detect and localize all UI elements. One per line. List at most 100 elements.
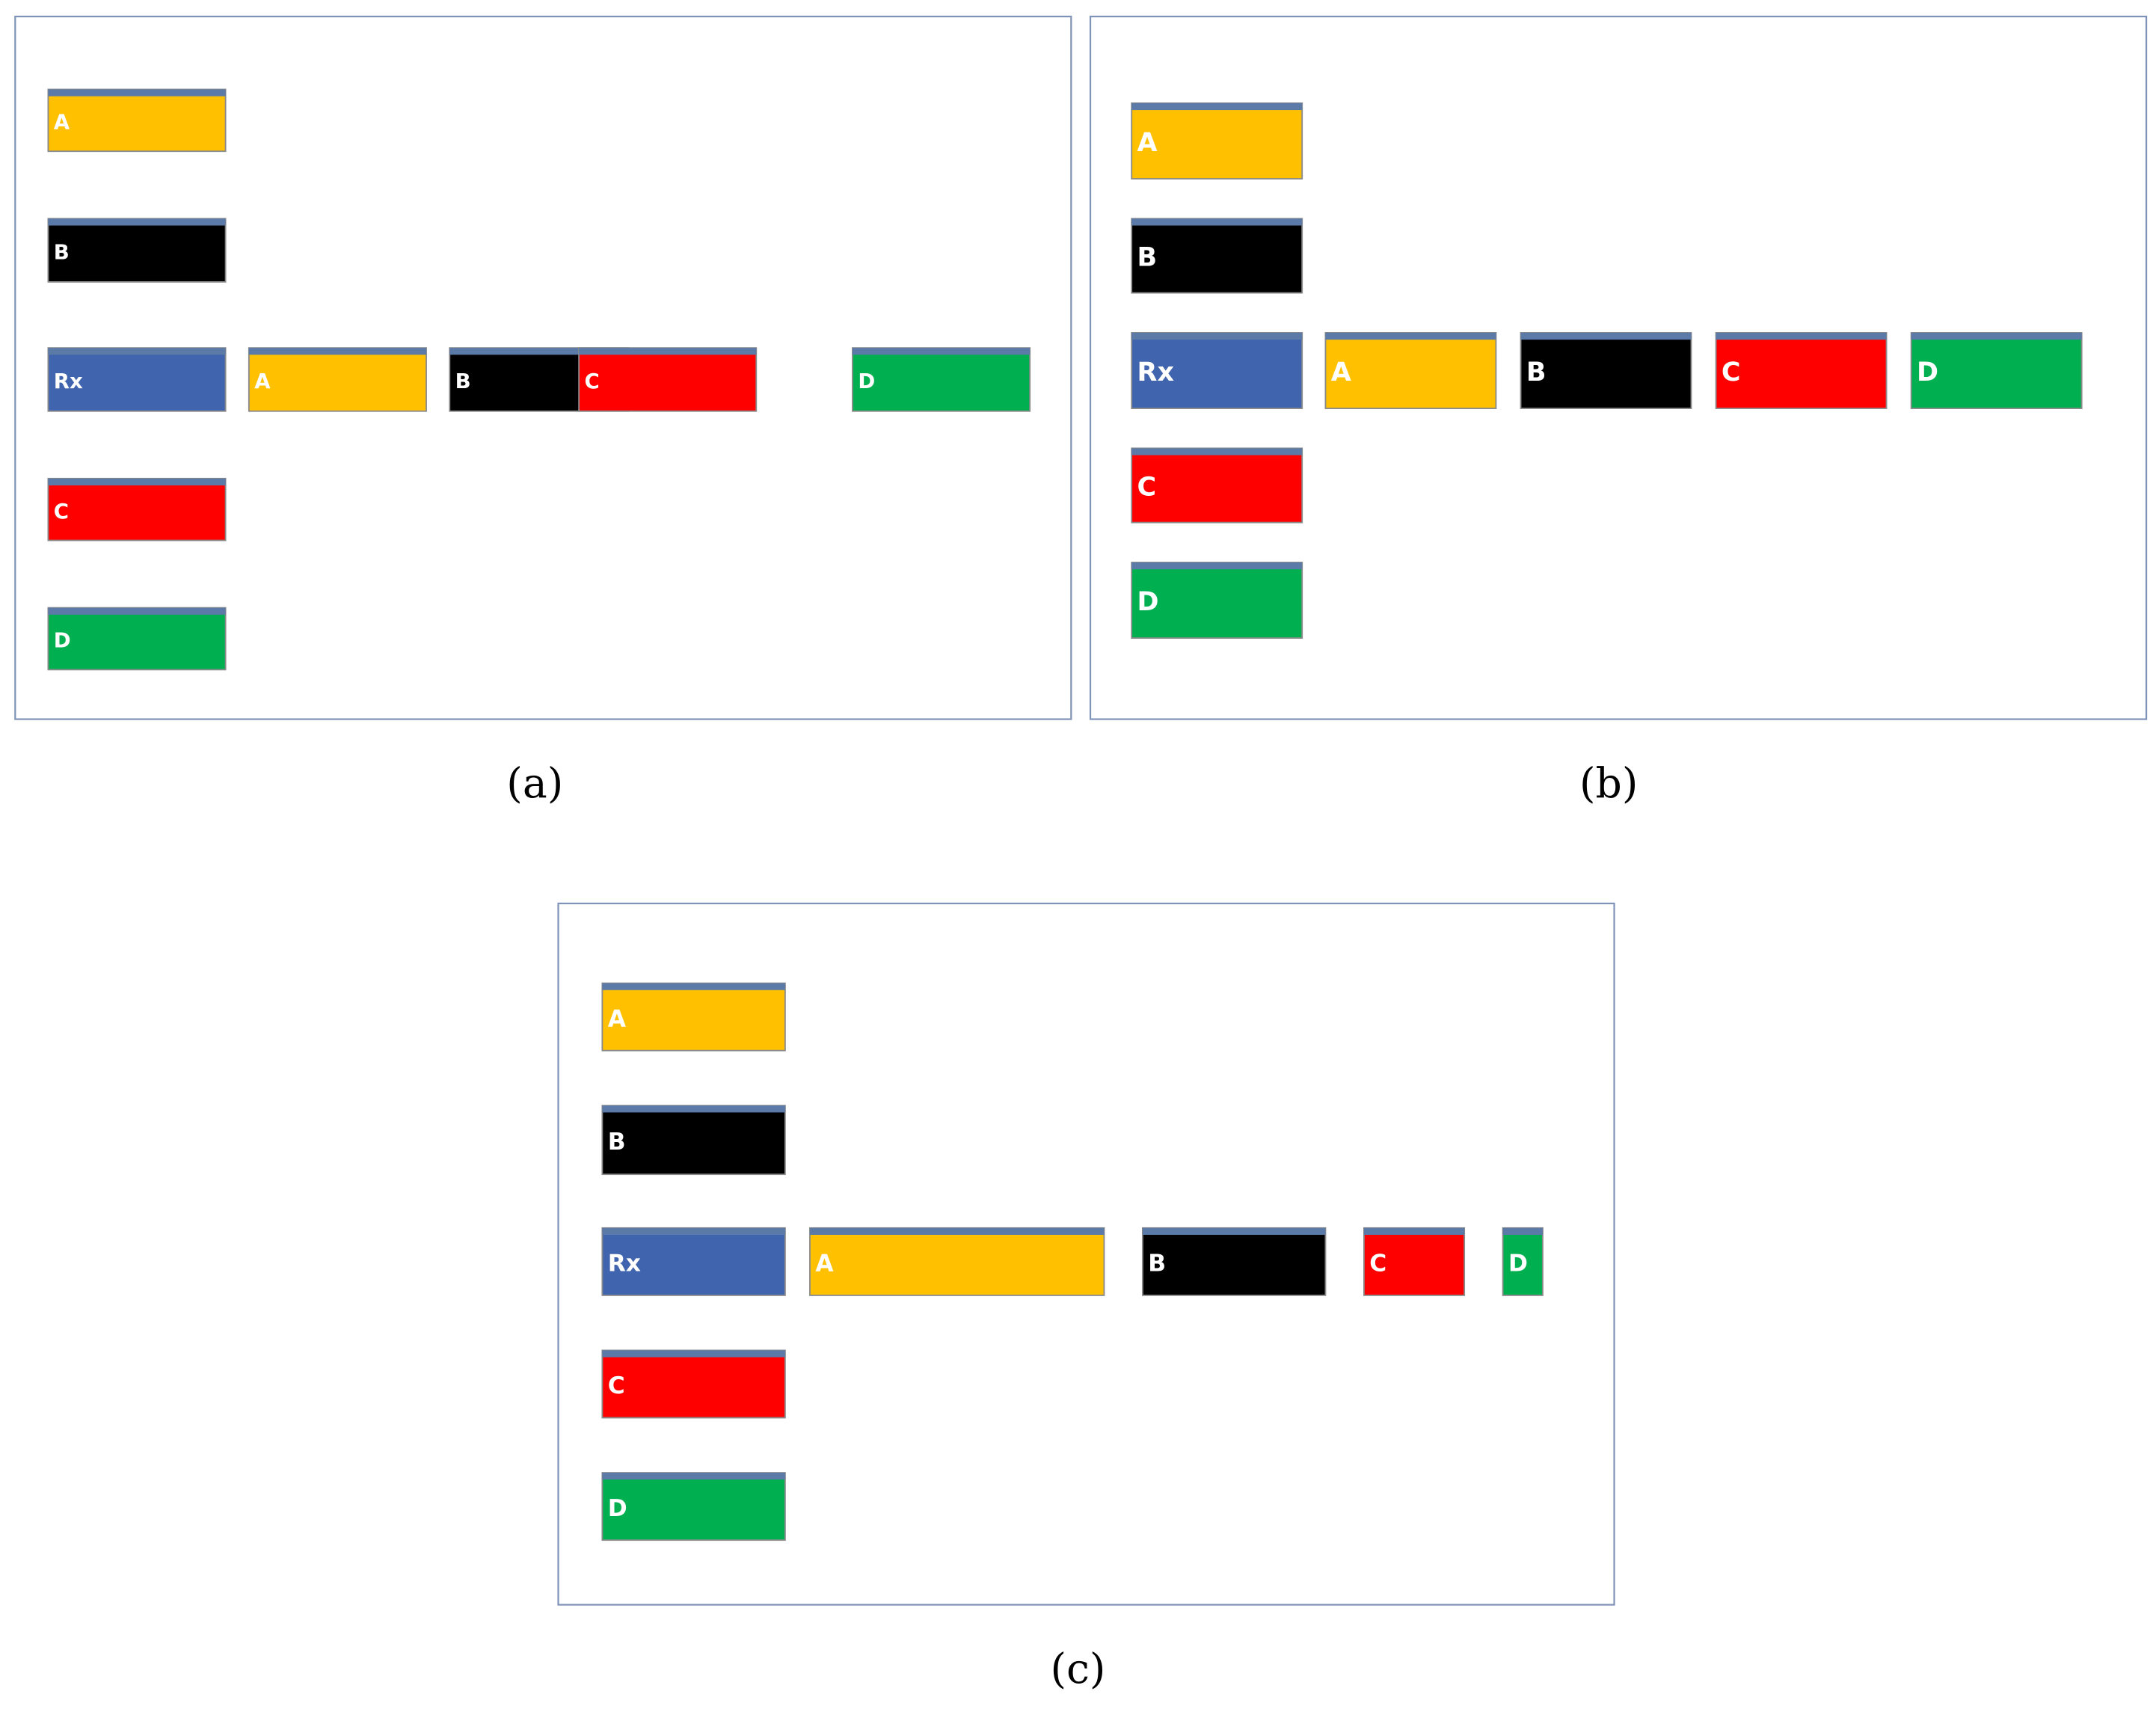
block: D [1131,562,1303,639]
block-stripe [602,1473,785,1480]
block-stripe [48,348,226,355]
block-stripe [852,348,1031,355]
block-label: C [54,499,69,524]
block-body [601,1227,786,1296]
block-stripe [1325,332,1496,340]
block-label: A [1137,128,1158,158]
block: C [1363,1227,1466,1296]
block-stripe [1131,562,1303,570]
block-stripe [809,1227,1105,1236]
block: Rx [1131,332,1303,409]
block-label: B [1137,243,1158,273]
block: A [601,982,786,1052]
block-stripe [48,218,226,226]
block: D [852,347,1031,412]
block: C [1715,332,1888,409]
block-label: D [54,628,71,653]
block-body [1131,447,1303,524]
block-body [1910,332,2083,409]
block-label: A [54,110,70,135]
block-stripe [602,1350,785,1357]
block-stripe [48,89,226,96]
block-label: C [1369,1251,1386,1277]
block-stripe [48,478,226,486]
block: Rx [601,1227,786,1296]
block: B [1141,1227,1327,1296]
block-body [47,477,227,541]
block-stripe [1131,218,1303,226]
block-stripe [1131,448,1303,455]
block-label: A [254,369,271,393]
block: Rx [47,347,227,412]
block-stripe [1911,332,2082,340]
block-label: D [608,1495,627,1522]
block-body [852,347,1031,412]
block-label: D [858,369,875,393]
block-body [809,1227,1105,1296]
block-label: B [455,369,471,393]
panel-frame [557,902,1615,1606]
block-label: B [1148,1251,1166,1277]
block: C [1131,447,1303,524]
block-body [47,88,227,153]
block-label: C [608,1372,625,1399]
block-body [1715,332,1888,409]
block-label: D [1137,587,1159,617]
block-label: C [1722,358,1741,387]
block-label: C [584,369,599,393]
block: A [1131,102,1303,180]
block-body [1131,562,1303,639]
block-stripe [602,1105,785,1113]
block-body [578,347,758,412]
block-body [1324,332,1497,409]
block: B [47,218,227,283]
block-body [248,347,427,412]
block: B [601,1105,786,1176]
panel-frame [1089,15,2148,720]
block: A [47,88,227,153]
block-body [601,1472,786,1541]
block: D [1502,1227,1544,1296]
block-stripe [602,983,785,990]
block-body [601,1105,786,1176]
block-stripe [449,348,629,355]
block-body [47,218,227,283]
block-label: B [1526,358,1547,387]
block-stripe [579,348,757,355]
block-stripe [1131,332,1303,340]
block-stripe [48,607,226,615]
block-body [1141,1227,1327,1296]
block-body [1131,102,1303,180]
panel-caption: (b) [1579,760,1638,808]
panel: A B C D Rx A B C D (c) [557,902,1615,1693]
block-label: C [1137,473,1157,503]
block-label: A [1331,358,1351,387]
block: D [601,1472,786,1541]
block-label: A [608,1005,627,1032]
block-body [601,982,786,1052]
panel: A B C D Rx A B C D (b) [1089,15,2148,808]
block-body [1131,218,1303,294]
block: A [248,347,427,412]
panel-caption: (c) [1051,1645,1106,1693]
block-stripe [1502,1227,1543,1236]
block-body [47,607,227,671]
block-label: A [815,1251,834,1277]
block-label: Rx [608,1251,641,1277]
block-stripe [602,1227,785,1236]
block-stripe [248,348,427,355]
block-label: B [608,1129,626,1156]
block: C [601,1349,786,1419]
block-stripe [1131,102,1303,111]
block-stripe [1520,332,1692,340]
block: C [47,477,227,541]
block-stripe [1142,1227,1326,1236]
block-body [1363,1227,1466,1296]
panel-frame [14,15,1072,720]
block-body [601,1349,786,1419]
block-label: Rx [54,369,83,393]
block: A [1324,332,1497,409]
block-body [1131,332,1303,409]
